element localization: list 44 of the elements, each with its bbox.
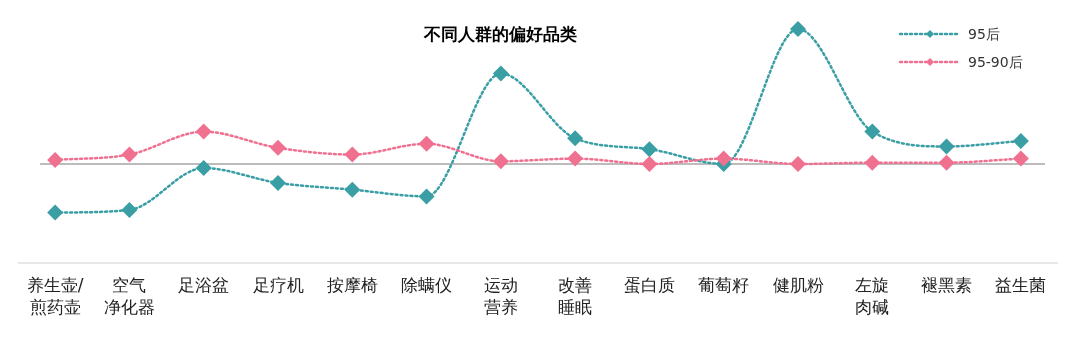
- x-tick-label: 益生菌: [995, 275, 1047, 295]
- x-tick-label: 除螨仪: [401, 275, 453, 295]
- point: [641, 141, 658, 158]
- point: [344, 181, 361, 198]
- point: [492, 153, 509, 170]
- x-tick-label: 左旋肉碱: [855, 275, 890, 317]
- x-tick-label: 运动营养: [483, 275, 518, 317]
- x-tick-label: 葡萄籽: [698, 275, 750, 295]
- point: [195, 123, 212, 140]
- point: [641, 156, 658, 172]
- point: [121, 146, 138, 163]
- x-tick-label: 蛋白质: [623, 275, 675, 295]
- point: [715, 150, 732, 167]
- chart-title: 不同人群的偏好品类: [422, 24, 577, 44]
- point: [47, 151, 64, 168]
- point: [418, 188, 435, 205]
- legend-label: 95后: [968, 26, 1000, 42]
- x-tick-label: 空气净化器: [103, 275, 155, 317]
- point: [790, 156, 806, 172]
- x-tick-label: 健肌粉: [772, 275, 824, 295]
- x-tick-label: 褪黑素: [921, 275, 973, 295]
- legend-label: 95-90后: [968, 54, 1023, 70]
- x-tick-label: 改善睡眠: [558, 275, 593, 317]
- point: [121, 201, 138, 218]
- x-tick-label: 按摩椅: [326, 275, 378, 295]
- point: [1012, 133, 1029, 150]
- point: [344, 146, 361, 163]
- point: [864, 154, 881, 171]
- x-tick-label: 足疗机: [252, 275, 304, 295]
- point: [938, 154, 955, 171]
- point: [864, 123, 881, 140]
- point: [270, 139, 286, 156]
- point: [47, 204, 64, 221]
- point: [938, 138, 955, 155]
- point: [418, 135, 435, 152]
- point: [1012, 150, 1029, 167]
- point: [492, 65, 509, 82]
- point: [195, 160, 212, 177]
- point: [567, 130, 584, 147]
- point: [790, 21, 806, 37]
- x-tick-label: 养生壶/煎药壶: [26, 275, 84, 317]
- point: [270, 174, 286, 191]
- x-tick-label: 足浴盆: [178, 275, 230, 295]
- point: [567, 150, 584, 167]
